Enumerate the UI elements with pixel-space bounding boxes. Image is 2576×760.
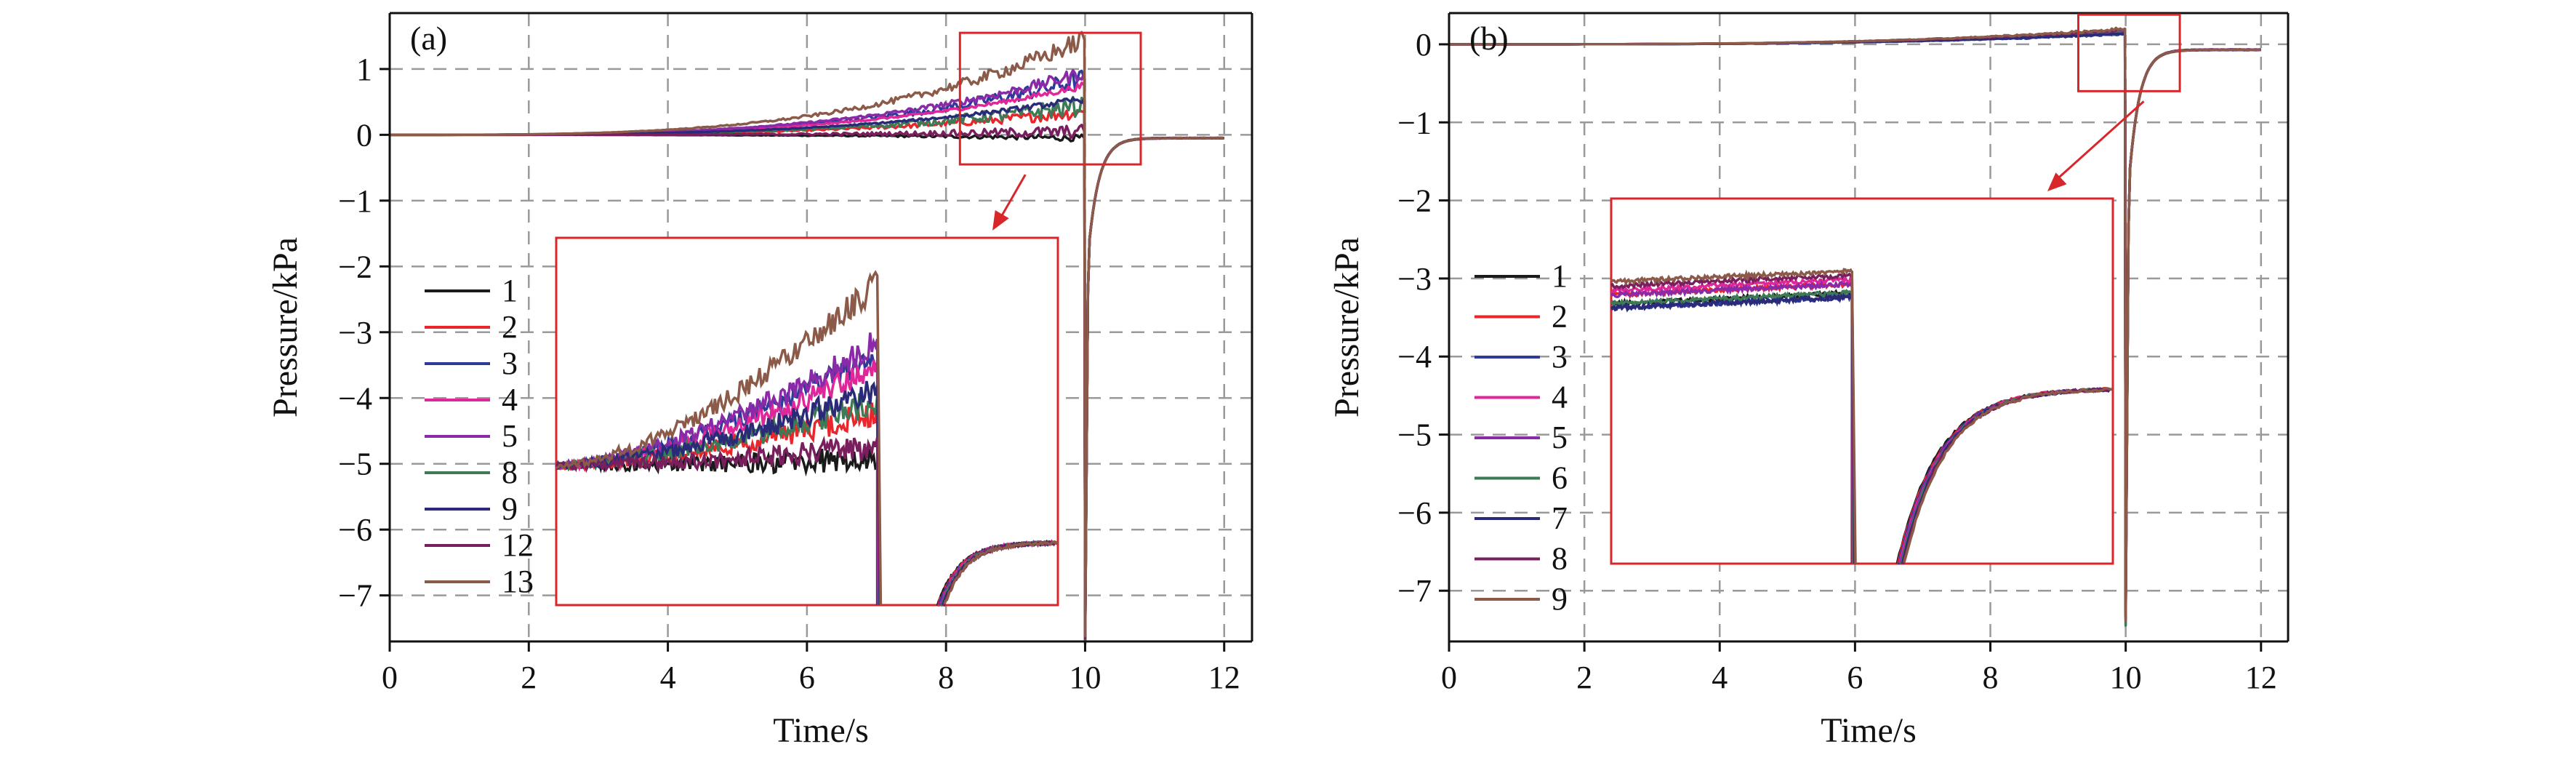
x-tick-label: 4 xyxy=(660,660,676,695)
y-tick-label: 0 xyxy=(1416,27,1432,63)
legend-label-1: 1 xyxy=(502,273,518,308)
chart-panel-b: 0 2 4 6 8 10 120−1−2−3−4−5−6−7Time/sPressure/k… xyxy=(1328,12,2290,750)
legend-label-4: 4 xyxy=(502,382,518,417)
legend-label-2: 2 xyxy=(502,309,518,345)
x-tick-label: 12 xyxy=(1208,660,1240,695)
x-tick-label: 6 xyxy=(799,660,815,695)
y-tick-label: −5 xyxy=(338,447,372,482)
y-tick-label: −3 xyxy=(1397,261,1432,297)
legend-label-3: 3 xyxy=(502,345,518,381)
x-tick-label: 12 xyxy=(2245,660,2277,695)
y-tick-label: −5 xyxy=(1397,417,1432,453)
x-tick-label: 0 xyxy=(1441,660,1457,695)
x-tick-label: 8 xyxy=(938,660,954,695)
inset-series-9 xyxy=(1610,268,1857,564)
legend-label-9: 9 xyxy=(1552,581,1568,617)
series-line-13 xyxy=(390,31,1224,638)
chart-panel-a: 0 2 4 6 8 10 1210−1−2−3−4−5−6−7Time/sPressure/… xyxy=(266,12,1253,750)
zoom-region-box xyxy=(958,31,1142,166)
y-tick-label: −7 xyxy=(338,578,372,614)
panel-tag: (a) xyxy=(410,20,447,57)
y-tick-label: 1 xyxy=(356,52,372,87)
legend-label-7: 7 xyxy=(1552,500,1568,536)
legend-label-6: 6 xyxy=(1552,460,1568,496)
y-tick-label: −2 xyxy=(1397,183,1432,219)
zoom-arrow-head xyxy=(992,210,1009,231)
zoom-region-box xyxy=(2077,13,2181,92)
inset-recovery-13 xyxy=(943,540,1059,605)
x-tick-label: 10 xyxy=(1069,660,1101,695)
y-tick-label: −6 xyxy=(1397,495,1432,531)
x-tick-label: 10 xyxy=(2110,660,2142,695)
legend-label-2: 2 xyxy=(1552,299,1568,335)
legend-label-5: 5 xyxy=(502,418,518,454)
y-tick-label: −1 xyxy=(1397,105,1432,140)
x-tick-label: 0 xyxy=(382,660,398,695)
legend-label-8: 8 xyxy=(502,455,518,490)
legend-label-8: 8 xyxy=(1552,541,1568,577)
x-tick-label: 6 xyxy=(1847,660,1863,695)
legend-label-13: 13 xyxy=(502,564,534,599)
zoom-arrow-head xyxy=(2047,172,2067,191)
legend-label-3: 3 xyxy=(1552,339,1568,375)
x-tick-label: 2 xyxy=(521,660,537,695)
inset-series-5 xyxy=(1610,279,1855,564)
y-tick-label: −4 xyxy=(338,380,372,416)
inset-box xyxy=(1610,197,2114,565)
y-tick-label: −1 xyxy=(338,183,372,219)
y-tick-label: −6 xyxy=(338,512,372,548)
legend-label-5: 5 xyxy=(1552,420,1568,455)
zoom-arrow-line xyxy=(2052,100,2145,184)
zoom-arrow-line xyxy=(997,174,1027,223)
legend-label-12: 12 xyxy=(502,527,534,563)
y-tick-label: 0 xyxy=(356,117,372,153)
inset-recovery-9 xyxy=(1903,387,2113,564)
y-axis-title: Pressure/kPa xyxy=(1328,237,1366,417)
panel-tag: (b) xyxy=(1469,20,1509,57)
inset-series-4 xyxy=(1610,274,1855,564)
x-axis-title: Time/s xyxy=(773,711,869,750)
x-axis-title: Time/s xyxy=(1821,711,1917,750)
inset-series-5 xyxy=(555,332,880,606)
inset-series-6 xyxy=(1610,289,1855,564)
y-tick-label: −2 xyxy=(338,249,372,284)
inset-series-8 xyxy=(1610,271,1857,564)
series-line-9 xyxy=(1449,26,2262,623)
x-tick-label: 4 xyxy=(1712,660,1728,695)
legend-label-1: 1 xyxy=(1552,258,1568,294)
inset-series-13 xyxy=(555,270,883,606)
x-tick-label: 8 xyxy=(1983,660,1999,695)
x-tick-label: 2 xyxy=(1576,660,1592,695)
y-tick-label: −3 xyxy=(338,315,372,351)
y-axis-title: Pressure/kPa xyxy=(266,237,305,417)
legend-label-9: 9 xyxy=(502,491,518,527)
y-tick-label: −7 xyxy=(1397,573,1432,609)
y-tick-label: −4 xyxy=(1397,339,1432,375)
inset-series-12 xyxy=(555,435,882,606)
legend-label-4: 4 xyxy=(1552,380,1568,415)
inset-series-7 xyxy=(1610,292,1856,564)
